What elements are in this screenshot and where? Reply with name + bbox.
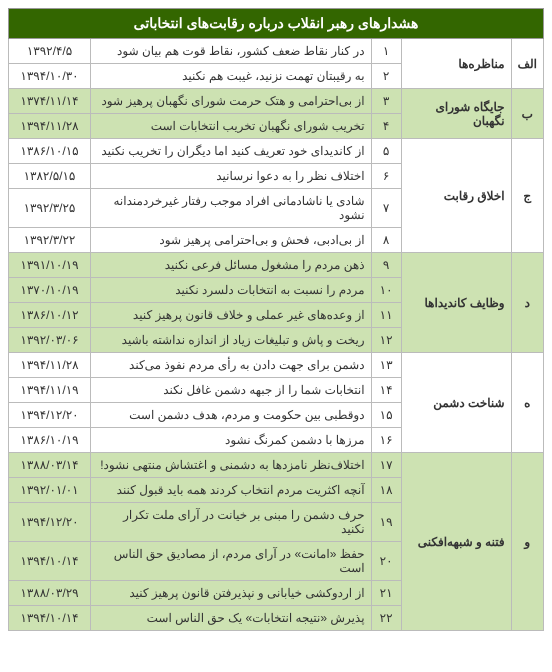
table-title: هشدارهای رهبر انقلاب درباره رقابت‌های ان… xyxy=(9,9,544,39)
row-date: ۱۳۸۶/۱۰/۱۵ xyxy=(9,139,91,164)
row-date: ۱۳۹۴/۱۰/۱۴ xyxy=(9,606,91,631)
row-date: ۱۳۹۴/۱۱/۲۸ xyxy=(9,114,91,139)
row-text: ذهن مردم را مشغول مسائل فرعی نکنید xyxy=(91,253,372,278)
row-text: شادی یا ناشادمانی افراد موجب رفتار غیرخر… xyxy=(91,189,372,228)
row-date: ۱۳۹۴/۱۲/۲۰ xyxy=(9,503,91,542)
group-letter: و xyxy=(511,453,543,631)
row-date: ۱۳۹۲/۰۱/۰۱ xyxy=(9,478,91,503)
group-letter: الف xyxy=(511,39,543,89)
row-text: از کاندیدای خود تعریف کنید اما دیگران را… xyxy=(91,139,372,164)
row-number: ۸ xyxy=(371,228,401,253)
row-number: ۲ xyxy=(371,64,401,89)
row-number: ۱۴ xyxy=(371,378,401,403)
row-text: دوقطبی بین حکومت و مردم، هدف دشمن است xyxy=(91,403,372,428)
row-text: از وعده‌های غیر عملی و خلاف قانون پرهیز … xyxy=(91,303,372,328)
row-date: ۱۳۹۴/۱۱/۱۹ xyxy=(9,378,91,403)
row-date: ۱۳۹۲/۳/۲۲ xyxy=(9,228,91,253)
table-row: بجایگاه شورای نگهبان۳از بی‌احترامی و هتک… xyxy=(9,89,544,114)
table-row: وفتنه و شبهه‌افکنی۱۷اختلاف‌نظر نامزدها ب… xyxy=(9,453,544,478)
row-text: از بی‌ادبی، فحش و بی‌احترامی پرهیز شود xyxy=(91,228,372,253)
group-category: اخلاق رقابت xyxy=(401,139,511,253)
row-text: از اردوکشی خیابانی و نپذیرفتن قانون پرهی… xyxy=(91,581,372,606)
row-text: انتخابات شما را از جبهه دشمن غافل نکند xyxy=(91,378,372,403)
row-date: ۱۳۷۴/۱۱/۱۴ xyxy=(9,89,91,114)
row-text: اختلاف‌نظر نامزدها به دشمنی و اغتشاش منت… xyxy=(91,453,372,478)
warnings-table: هشدارهای رهبر انقلاب درباره رقابت‌های ان… xyxy=(8,8,544,631)
row-date: ۱۳۸۸/۰۳/۱۴ xyxy=(9,453,91,478)
row-text: تخریب شورای نگهبان تخریب انتخابات است xyxy=(91,114,372,139)
row-text: مرزها با دشمن کمرنگ نشود xyxy=(91,428,372,453)
row-number: ۲۲ xyxy=(371,606,401,631)
row-number: ۱ xyxy=(371,39,401,64)
group-letter: د xyxy=(511,253,543,353)
row-date: ۱۳۹۱/۱۰/۱۹ xyxy=(9,253,91,278)
row-number: ۲۱ xyxy=(371,581,401,606)
row-text: از بی‌احترامی و هتک حرمت شورای نگهبان پر… xyxy=(91,89,372,114)
group-category: مناظره‌ها xyxy=(401,39,511,89)
row-number: ۱۲ xyxy=(371,328,401,353)
row-number: ۴ xyxy=(371,114,401,139)
row-date: ۱۳۹۴/۱۲/۲۰ xyxy=(9,403,91,428)
row-number: ۱۸ xyxy=(371,478,401,503)
row-number: ۱۶ xyxy=(371,428,401,453)
row-text: مردم را نسبت به انتخابات دلسرد نکنید xyxy=(91,278,372,303)
row-number: ۲۰ xyxy=(371,542,401,581)
row-text: به رقیبتان تهمت نزنید، غیبت هم نکنید xyxy=(91,64,372,89)
row-date: ۱۳۸۸/۰۳/۲۹ xyxy=(9,581,91,606)
row-date: ۱۳۷۰/۱۰/۱۹ xyxy=(9,278,91,303)
row-text: دشمن برای جهت دادن به رأی مردم نفوذ می‌ک… xyxy=(91,353,372,378)
row-number: ۹ xyxy=(371,253,401,278)
row-number: ۱۰ xyxy=(371,278,401,303)
group-category: شناخت دشمن xyxy=(401,353,511,453)
row-text: آنچه اکثریت مردم انتخاب کردند همه باید ق… xyxy=(91,478,372,503)
group-category: فتنه و شبهه‌افکنی xyxy=(401,453,511,631)
table-row: هشناخت دشمن۱۳دشمن برای جهت دادن به رأی م… xyxy=(9,353,544,378)
group-letter: ه xyxy=(511,353,543,453)
group-category: جایگاه شورای نگهبان xyxy=(401,89,511,139)
row-text: پذیرش «نتیجه انتخابات» یک حق الناس است xyxy=(91,606,372,631)
row-number: ۳ xyxy=(371,89,401,114)
row-number: ۷ xyxy=(371,189,401,228)
row-number: ۱۷ xyxy=(371,453,401,478)
group-letter: ج xyxy=(511,139,543,253)
row-number: ۶ xyxy=(371,164,401,189)
group-category: وظایف کاندیداها xyxy=(401,253,511,353)
row-text: در کنار نقاط ضعف کشور، نقاط قوت هم بیان … xyxy=(91,39,372,64)
table-row: دوظایف کاندیداها۹ذهن مردم را مشغول مسائل… xyxy=(9,253,544,278)
row-date: ۱۳۹۴/۱۰/۳۰ xyxy=(9,64,91,89)
row-date: ۱۳۹۴/۱۰/۱۴ xyxy=(9,542,91,581)
row-date: ۱۳۸۶/۱۰/۱۹ xyxy=(9,428,91,453)
table-row: الفمناظره‌ها۱در کنار نقاط ضعف کشور، نقاط… xyxy=(9,39,544,64)
row-text: ریخت و پاش و تبلیغات زیاد از اندازه نداش… xyxy=(91,328,372,353)
row-text: حفظ «امانت» در آرای مردم، از مصادیق حق ا… xyxy=(91,542,372,581)
row-number: ۱۵ xyxy=(371,403,401,428)
row-text: حرف دشمن را مبنی بر خیانت در آرای ملت تک… xyxy=(91,503,372,542)
row-text: اختلاف نظر را به دعوا نرسانید xyxy=(91,164,372,189)
row-number: ۱۳ xyxy=(371,353,401,378)
group-letter: ب xyxy=(511,89,543,139)
row-date: ۱۳۹۴/۱۱/۲۸ xyxy=(9,353,91,378)
table-header-row: هشدارهای رهبر انقلاب درباره رقابت‌های ان… xyxy=(9,9,544,39)
table-row: جاخلاق رقابت۵از کاندیدای خود تعریف کنید … xyxy=(9,139,544,164)
row-date: ۱۳۹۲/۴/۵ xyxy=(9,39,91,64)
row-date: ۱۳۹۲/۳/۲۵ xyxy=(9,189,91,228)
row-date: ۱۳۸۶/۱۰/۱۲ xyxy=(9,303,91,328)
row-number: ۱۹ xyxy=(371,503,401,542)
row-number: ۱۱ xyxy=(371,303,401,328)
row-number: ۵ xyxy=(371,139,401,164)
row-date: ۱۳۸۲/۵/۱۵ xyxy=(9,164,91,189)
row-date: ۱۳۹۲/۰۳/۰۶ xyxy=(9,328,91,353)
